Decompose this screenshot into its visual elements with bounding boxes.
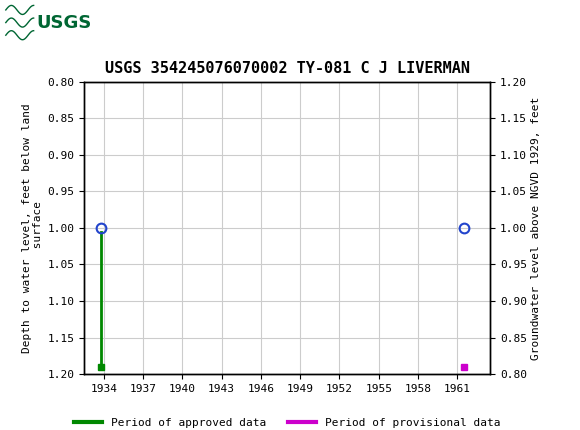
Text: USGS: USGS [37, 14, 92, 31]
Title: USGS 354245076070002 TY-081 C J LIVERMAN: USGS 354245076070002 TY-081 C J LIVERMAN [104, 61, 470, 77]
FancyBboxPatch shape [5, 3, 63, 43]
Y-axis label: Depth to water level, feet below land
 surface: Depth to water level, feet below land su… [21, 103, 44, 353]
Y-axis label: Groundwater level above NGVD 1929, feet: Groundwater level above NGVD 1929, feet [531, 96, 541, 359]
Legend: Period of approved data, Period of provisional data: Period of approved data, Period of provi… [70, 413, 505, 430]
